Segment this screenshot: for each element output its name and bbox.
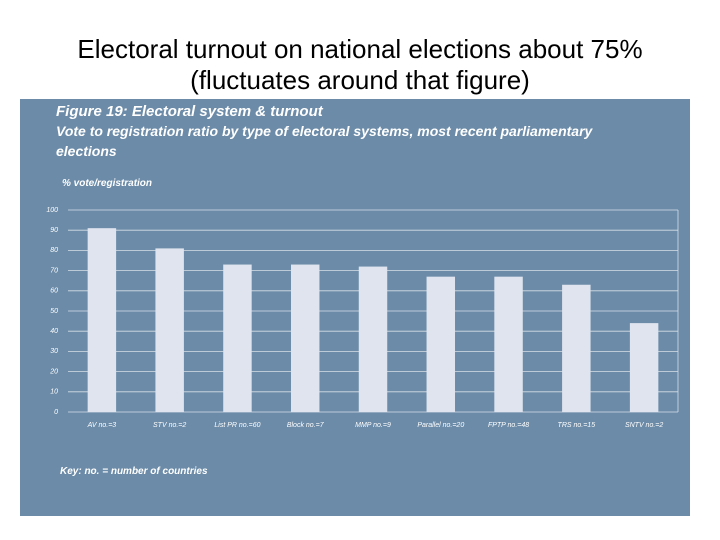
- y-tick-label: 90: [50, 227, 58, 234]
- bar: [290, 264, 320, 412]
- slide-title: Electoral turnout on national elections …: [77, 34, 643, 95]
- bar: [629, 323, 659, 412]
- x-tick-label: STV no.=2: [153, 422, 186, 429]
- bar: [426, 276, 456, 412]
- x-tick-label: MMP no.=9: [355, 422, 391, 429]
- chart-subtitle: Vote to registration ratio by type of el…: [56, 123, 593, 159]
- y-tick-label: 60: [50, 288, 58, 295]
- y-tick-label: 100: [46, 207, 58, 214]
- y-tick-label: 70: [50, 267, 58, 274]
- y-tick-label: 40: [50, 328, 58, 335]
- x-tick-label: AV no.=3: [87, 422, 117, 429]
- bar: [223, 264, 252, 412]
- x-tick-label: TRS no.=15: [558, 422, 596, 429]
- x-tick-label: Block no.=7: [287, 422, 325, 429]
- bar: [494, 276, 523, 412]
- x-tick-label: Parallel no.=20: [417, 422, 464, 429]
- x-tick-label: SNTV no.=2: [625, 422, 663, 429]
- chart: 0 10 20 30 40 50 60 70 80 90 100 AV no.=3 STV no.=2 L…: [46, 207, 679, 429]
- bar: [155, 248, 184, 412]
- bar: [562, 284, 591, 412]
- chart-title: Figure 19: Electoral system & turnout: [56, 103, 323, 120]
- y-tick-label: 0: [54, 409, 58, 416]
- y-tick-label: 80: [50, 247, 58, 254]
- y-tick-label: 30: [50, 348, 58, 355]
- y-axis-label: % vote/registration: [62, 178, 153, 189]
- y-tick-label: 20: [49, 368, 58, 375]
- x-tick-label: FPTP no.=48: [488, 422, 529, 429]
- y-tick-label: 50: [50, 308, 58, 315]
- bar: [87, 228, 117, 412]
- chart-key: Key: no. = number of countries: [60, 466, 208, 477]
- bar: [358, 266, 388, 412]
- x-tick-label: List PR no.=60: [214, 422, 260, 429]
- y-tick-label: 10: [50, 389, 58, 396]
- chart-panel: 0 10 20 30 40 50 60 70 80 90 100 AV no.=3 STV no.=2 L…: [20, 99, 690, 516]
